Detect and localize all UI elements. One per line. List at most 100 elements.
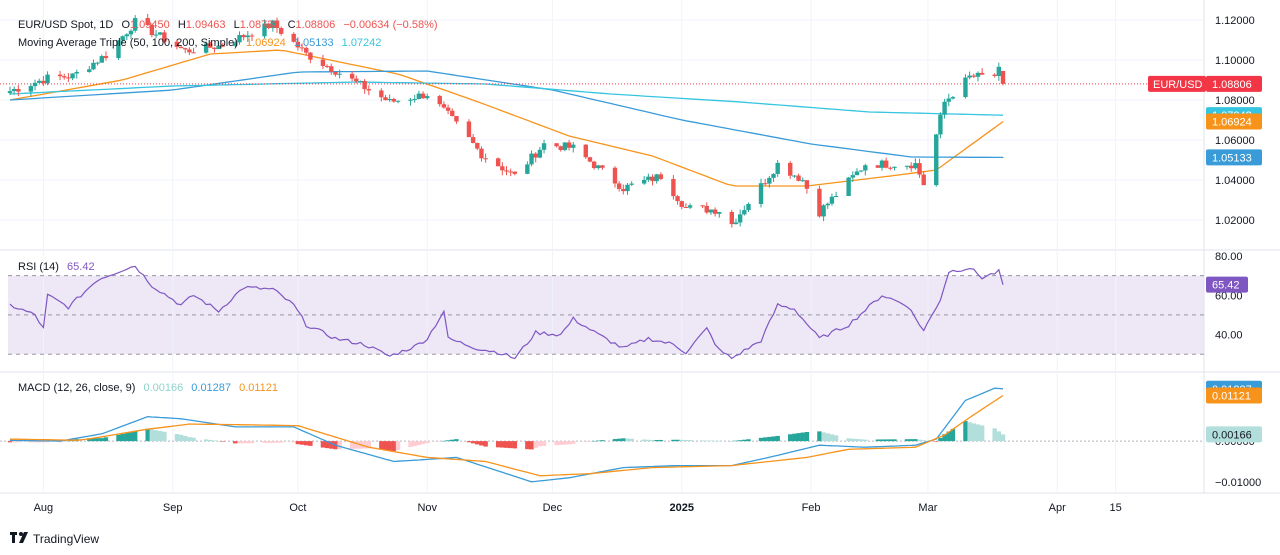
candle-body — [241, 35, 246, 38]
candle-body — [245, 35, 251, 38]
macd-hist-bar — [829, 434, 835, 442]
macd-hist-bar — [863, 439, 868, 442]
candle-body — [775, 162, 780, 174]
macd-hist-bar — [329, 441, 334, 449]
candle-body — [441, 104, 447, 108]
macd-hist-bar — [270, 441, 276, 443]
price-legend: EUR/USD Spot, 1D O1.09450 H1.09463 L1.08… — [18, 19, 438, 49]
rsi-pane[interactable] — [8, 265, 1204, 360]
candle-body — [850, 175, 855, 178]
candle-body — [249, 35, 255, 37]
macd-hist-bar — [942, 434, 947, 442]
candle-body — [416, 93, 422, 100]
tradingview-logo[interactable]: TradingView — [10, 532, 99, 546]
candle-body — [712, 209, 718, 214]
candle-body — [28, 86, 34, 92]
candle-body — [742, 210, 747, 215]
candle-body — [295, 41, 301, 48]
candle-body — [879, 160, 885, 168]
macd-hist-bar — [658, 439, 664, 442]
candle-body — [278, 28, 284, 34]
candle-body — [904, 165, 910, 167]
macd-hist-bar — [687, 440, 693, 442]
macd-hist-bar — [650, 440, 655, 442]
price-value-badge — [1206, 149, 1262, 166]
ma-line-200 — [9, 81, 1004, 116]
macd-hist-bar — [450, 439, 455, 442]
candle-body — [654, 174, 659, 182]
price-tick-label: 1.12000 — [1215, 15, 1255, 27]
macd-hist-bar — [291, 441, 296, 443]
candle-body — [120, 36, 125, 41]
macd-hist-bar — [7, 441, 13, 443]
candle-body — [145, 18, 150, 26]
candle-body — [470, 137, 476, 143]
price-pane[interactable] — [0, 13, 1204, 228]
candle-body — [788, 162, 793, 176]
moving-average-lines — [9, 49, 1004, 187]
symbol-badge-label: EUR/USD — [1153, 79, 1203, 91]
macd-hist-bar — [62, 441, 67, 442]
candle-body — [149, 25, 155, 36]
macd-hist-bar — [11, 441, 17, 443]
macd-histogram — [7, 421, 1006, 452]
macd-hist-bar — [558, 441, 563, 445]
candle-body — [32, 82, 38, 87]
macd-axis-ticks: 0.00000−0.01000 — [1215, 436, 1261, 489]
time-tick-label: Apr — [1049, 502, 1066, 514]
macd-hist-bar — [387, 441, 392, 451]
time-tick-label: Sep — [163, 502, 183, 514]
candle-body — [646, 176, 651, 180]
macd-tick-label: −0.01000 — [1215, 477, 1261, 489]
candle-body — [629, 183, 634, 185]
macd-hist-bar — [946, 431, 951, 442]
candle-body — [525, 164, 530, 174]
candle-body — [554, 143, 559, 147]
macd-hist-bar — [596, 440, 601, 442]
candle-body — [454, 116, 459, 122]
macd-legend: MACD (12, 26, close, 9) 0.00166 0.01287 … — [18, 382, 278, 394]
symbol-badge — [1148, 75, 1206, 92]
candle-body — [600, 165, 605, 168]
time-tick-label: 15 — [1110, 502, 1122, 514]
candle-body — [508, 171, 513, 173]
macd-hist-bar — [529, 441, 534, 450]
candle-body — [450, 110, 455, 117]
time-tick-label: Oct — [289, 502, 306, 514]
macd-hist-bar — [712, 440, 718, 442]
candle-body — [320, 59, 326, 66]
macd-hist-bar — [103, 437, 109, 442]
price-value-badge — [1206, 75, 1262, 92]
candle-body — [934, 134, 939, 186]
macd-hist-bar — [233, 441, 238, 444]
macd-hist-bar — [800, 432, 805, 442]
candle-body — [829, 196, 835, 204]
candle-body — [270, 20, 276, 29]
macd-hist-bar — [304, 441, 309, 446]
candle-body — [99, 56, 104, 63]
candle-body — [800, 180, 805, 182]
macd-hist-bar — [153, 430, 159, 442]
macd-hist-bar — [541, 441, 547, 447]
candle-body — [262, 23, 267, 37]
candle-body — [658, 174, 664, 179]
candle-body — [679, 201, 684, 207]
macd-hist-bar — [525, 441, 530, 450]
candle-body — [625, 184, 630, 192]
macd-pane[interactable] — [0, 387, 1204, 483]
macd-hist-bar — [879, 439, 885, 442]
macd-hist-bar — [95, 438, 100, 442]
rsi-badge-label: 65.42 — [1212, 280, 1240, 292]
candle-body — [383, 97, 388, 101]
macd-hist-bar — [349, 441, 355, 449]
price-tick-label: 1.10000 — [1215, 55, 1255, 67]
macd-hist-bar — [571, 441, 576, 444]
macd-hist-bar — [120, 433, 125, 442]
candle-body — [992, 74, 997, 76]
candle-body — [425, 96, 430, 99]
macd-hist-bar — [354, 441, 359, 449]
rsi-line — [9, 265, 1004, 360]
signal-line — [9, 394, 1004, 477]
